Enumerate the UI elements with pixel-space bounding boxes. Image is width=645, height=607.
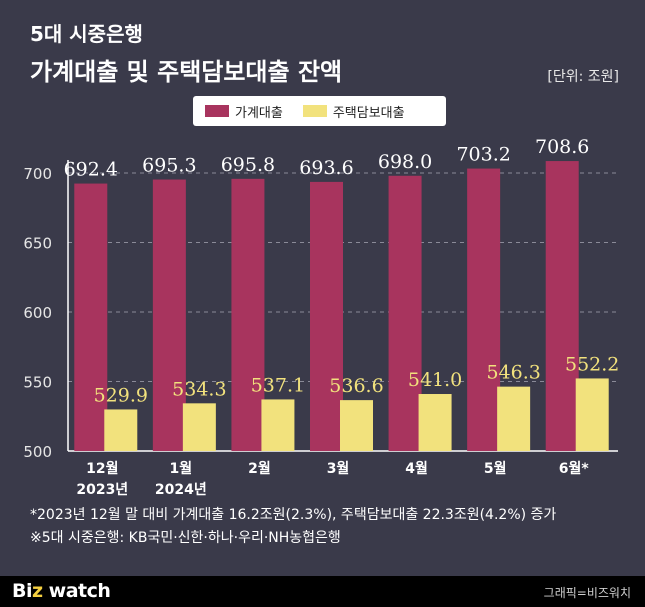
bar-mortgage xyxy=(340,400,373,451)
data-label-household: 695.8 xyxy=(221,154,275,176)
x-tick-label: 4월 xyxy=(405,460,428,477)
bar-mortgage xyxy=(261,399,295,451)
bar-household xyxy=(231,178,265,451)
data-label-household: 693.6 xyxy=(299,157,353,179)
legend: 가계대출 주택담보대출 xyxy=(193,96,446,126)
legend-label-household: 가계대출 xyxy=(235,105,283,121)
x-tick-label: 5월 xyxy=(484,460,507,477)
logo-z: z xyxy=(32,580,43,602)
data-label-mortgage: 541.0 xyxy=(408,369,462,391)
x-tick-label: 3월 xyxy=(327,460,350,477)
graphic-credit: 그래픽=비즈워치 xyxy=(543,586,631,600)
legend-swatch-mortgage xyxy=(302,105,327,117)
legend-item-mortgage: 주택담보대출 xyxy=(302,102,405,121)
data-label-mortgage: 537.1 xyxy=(251,374,305,396)
chart-subtitle: 5대 시중은행 xyxy=(30,22,143,46)
y-tick-label: 650 xyxy=(23,235,52,253)
bar-mortgage xyxy=(575,378,609,451)
unit-label: [단위: 조원] xyxy=(547,69,619,85)
legend-swatch-household xyxy=(205,105,229,117)
data-label-household: 692.4 xyxy=(64,159,118,181)
x-tick-label: 6월* xyxy=(559,460,590,477)
bar-household xyxy=(74,183,108,451)
x-tick-label: 2월 xyxy=(248,460,271,477)
bar-mortgage xyxy=(418,394,452,451)
bar-household xyxy=(310,181,343,451)
chart-title: 가계대출 및 주택담보대출 잔액 xyxy=(30,58,343,86)
y-tick-label: 600 xyxy=(23,304,52,322)
footnote-banks: ※5대 시중은행: KB국민·신한·하나·우리·NH농협은행 xyxy=(30,530,341,546)
data-label-household: 698.0 xyxy=(378,151,432,173)
footer-bar: Biz watch 그래픽=비즈워치 xyxy=(0,576,645,607)
data-label-household: 695.3 xyxy=(142,155,196,177)
data-label-household: 703.2 xyxy=(456,144,510,166)
y-tick-label: 550 xyxy=(23,374,52,392)
y-tick-label: 500 xyxy=(23,443,52,461)
logo-rest: watch xyxy=(42,580,111,602)
legend-label-mortgage: 주택담보대출 xyxy=(332,105,405,121)
data-label-mortgage: 546.3 xyxy=(486,362,540,384)
data-label-household: 708.6 xyxy=(535,136,589,158)
x-tick-label: 2024년 xyxy=(155,482,207,498)
data-label-mortgage: 536.6 xyxy=(329,375,383,397)
legend-item-household: 가계대출 xyxy=(205,102,283,121)
bizwatch-logo: Biz watch xyxy=(12,580,111,602)
data-label-mortgage: 529.9 xyxy=(94,384,148,406)
bar-chart: 500 550 600 650 700 692.4 529.9 12월 2023년 695.3 53… xyxy=(23,136,619,498)
bar-household xyxy=(467,168,501,451)
bar-mortgage xyxy=(182,403,216,451)
data-label-mortgage: 534.3 xyxy=(172,378,226,400)
data-label-mortgage: 552.2 xyxy=(565,353,619,375)
x-tick-label: 1월 xyxy=(170,460,193,477)
footnote-increase: *2023년 12월 말 대비 가계대출 16.2조원(2.3%), 주택담보대… xyxy=(30,507,557,523)
x-tick-label: 2023년 xyxy=(76,482,128,498)
y-tick-label: 700 xyxy=(23,165,52,183)
x-tick-label: 12월 xyxy=(86,460,118,477)
logo-i: i xyxy=(25,580,33,602)
logo-b: B xyxy=(12,580,26,602)
bar-mortgage xyxy=(104,409,138,451)
bar-household xyxy=(388,175,422,451)
bar-mortgage xyxy=(497,386,531,451)
bar-household xyxy=(152,179,186,451)
bar-household xyxy=(545,161,579,451)
